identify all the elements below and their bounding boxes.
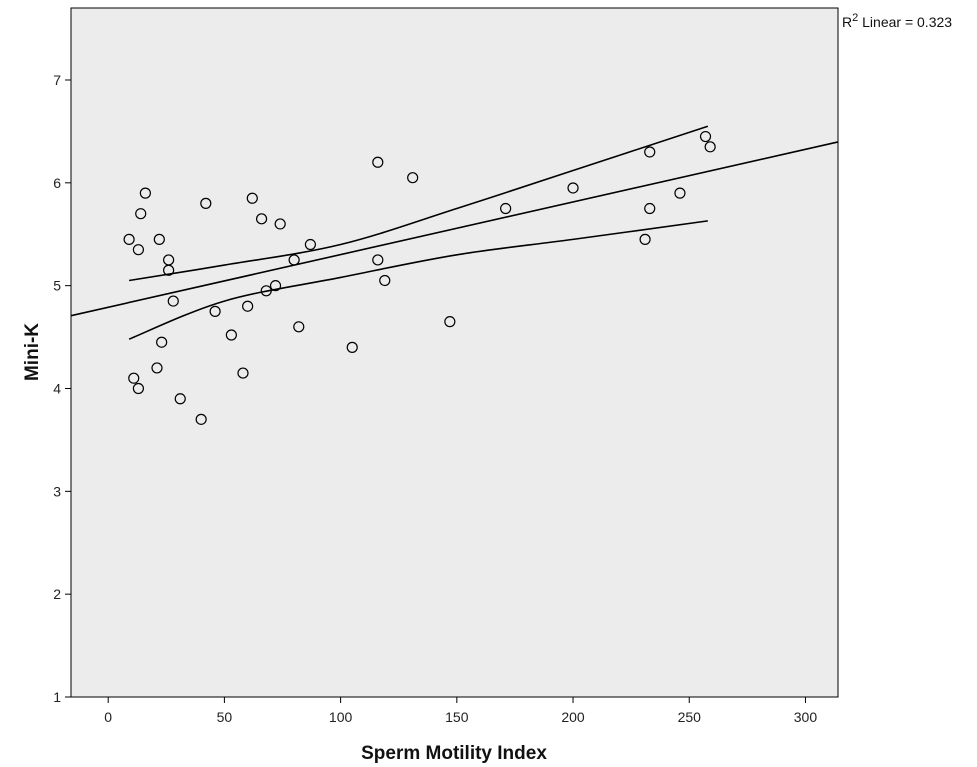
data-point xyxy=(379,274,391,287)
data-point xyxy=(644,146,656,158)
r-squared-prefix: R xyxy=(842,14,852,30)
data-point xyxy=(174,393,186,405)
data-point xyxy=(699,130,712,143)
data-point xyxy=(567,182,579,194)
data-point xyxy=(372,156,384,168)
data-point xyxy=(346,341,358,353)
data-point xyxy=(444,316,456,328)
data-point xyxy=(167,295,179,307)
data-point xyxy=(200,197,212,209)
data-point xyxy=(304,238,316,251)
data-point xyxy=(242,300,254,312)
x-tick-label: 300 xyxy=(794,709,818,725)
r-squared-annotation: R2 Linear = 0.323 xyxy=(842,12,952,30)
data-point xyxy=(274,218,286,230)
y-tick-label: 7 xyxy=(53,72,61,88)
data-point xyxy=(674,187,686,199)
data-point xyxy=(156,336,168,348)
data-point xyxy=(639,233,651,245)
data-point xyxy=(500,202,512,215)
data-point xyxy=(163,264,175,276)
r-squared-sup: 2 xyxy=(852,12,858,24)
data-point xyxy=(135,208,147,220)
x-tick-label: 50 xyxy=(217,709,233,725)
confidence-interval-lines xyxy=(128,125,709,340)
data-point xyxy=(153,233,165,245)
ci-upper-line xyxy=(128,125,709,282)
data-point xyxy=(372,254,384,266)
y-tick-label: 6 xyxy=(53,175,61,191)
x-tick-label: 150 xyxy=(445,709,469,725)
data-point xyxy=(123,233,135,245)
plot-area xyxy=(70,7,839,698)
data-points xyxy=(123,130,716,425)
data-point xyxy=(225,329,237,341)
y-axis: 1 2 3 4 5 6 7 xyxy=(53,72,71,705)
data-point xyxy=(128,372,140,384)
r-squared-suffix: Linear = 0.323 xyxy=(858,14,952,30)
data-point xyxy=(151,362,163,374)
data-point xyxy=(704,141,716,153)
fit-line xyxy=(70,141,839,317)
data-point xyxy=(195,413,207,425)
data-point xyxy=(246,192,258,204)
y-tick-label: 4 xyxy=(53,380,61,396)
x-tick-label: 0 xyxy=(104,709,112,725)
y-tick-label: 2 xyxy=(53,586,61,602)
x-tick-label: 100 xyxy=(329,709,353,725)
y-tick-label: 1 xyxy=(53,689,61,705)
data-point xyxy=(139,187,151,199)
x-tick-label: 250 xyxy=(678,709,702,725)
y-axis-title: Mini-K xyxy=(22,323,43,381)
x-axis-title: Sperm Motility Index xyxy=(361,743,547,764)
data-point xyxy=(209,305,221,317)
data-point xyxy=(132,244,145,256)
data-point xyxy=(288,254,300,266)
data-point xyxy=(407,172,419,184)
data-point xyxy=(293,321,305,333)
ci-lower-line xyxy=(128,220,708,340)
y-tick-label: 5 xyxy=(53,278,61,294)
data-point xyxy=(269,280,282,292)
data-point xyxy=(132,382,145,395)
x-tick-label: 200 xyxy=(561,709,585,725)
data-point xyxy=(255,213,268,225)
fit-line-group xyxy=(70,141,839,317)
x-axis: 0 50 100 150 200 250 300 xyxy=(104,697,817,725)
y-tick-label: 3 xyxy=(53,483,61,499)
data-point xyxy=(237,367,249,379)
data-point xyxy=(260,285,272,297)
data-point xyxy=(644,202,656,215)
